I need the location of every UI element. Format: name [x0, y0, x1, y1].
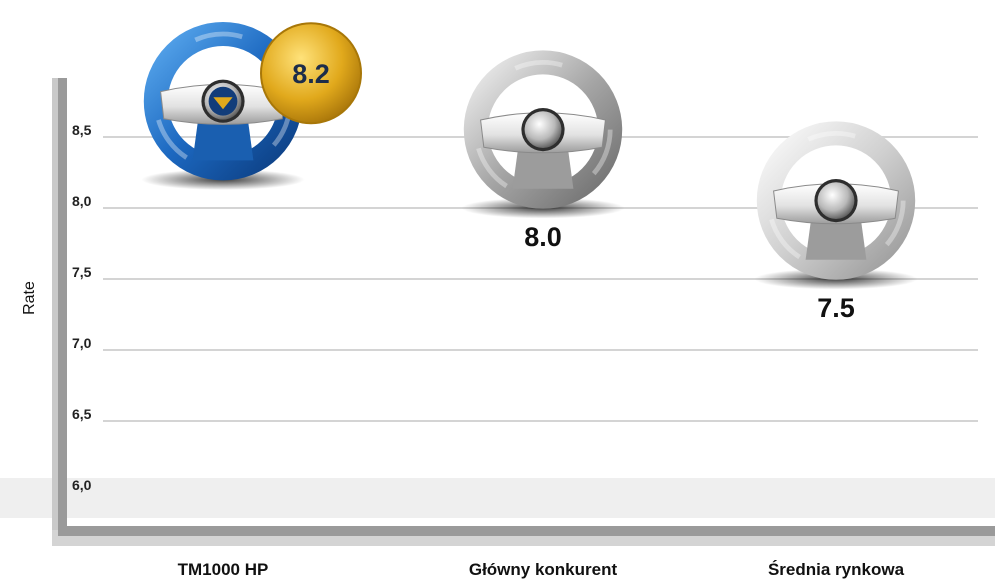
value-label: 8.2 [292, 59, 330, 89]
background-band [0, 478, 995, 518]
y-tick-label: 6,0 [72, 477, 92, 493]
y-tick-label: 6,5 [72, 406, 92, 422]
x-axis [58, 526, 995, 536]
value-label: 8.0 [524, 222, 562, 252]
y-tick-label: 7,5 [72, 264, 92, 280]
x-category-label: Średnia rynkowa [768, 560, 905, 579]
x-category-label: Główny konkurent [469, 560, 618, 579]
steering-wheel-glowny-konkurent [461, 50, 625, 219]
y-tick-label: 8,0 [72, 193, 92, 209]
y-tick-label: 7,0 [72, 335, 92, 351]
y-axis-label: Rate [21, 281, 38, 315]
y-tick-label: 8,5 [72, 122, 92, 138]
x-category-label: TM1000 HP [178, 560, 269, 579]
steering-wheel-srednia-rynkowa [754, 121, 918, 290]
y-axis [58, 78, 67, 536]
value-label: 7.5 [817, 293, 855, 323]
score-badge [260, 22, 362, 125]
